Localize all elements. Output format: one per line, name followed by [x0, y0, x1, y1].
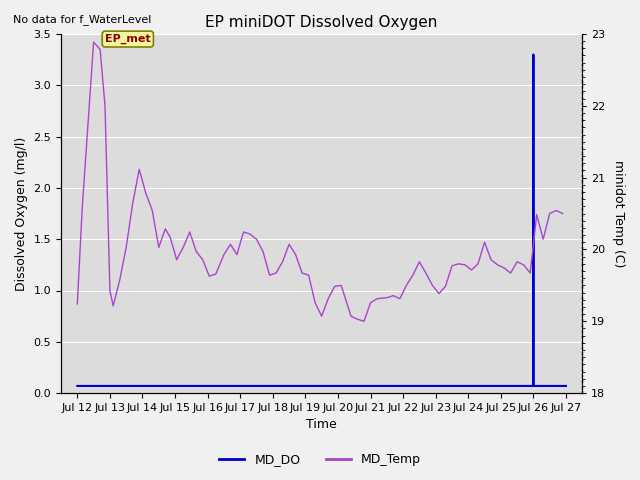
- MD_Temp: [331, 284, 339, 289]
- Y-axis label: minidot Temp (C): minidot Temp (C): [612, 160, 625, 267]
- X-axis label: Time: Time: [307, 419, 337, 432]
- Text: No data for f_WaterLevel: No data for f_WaterLevel: [13, 14, 151, 25]
- Y-axis label: Dissolved Oxygen (mg/l): Dissolved Oxygen (mg/l): [15, 136, 28, 291]
- MD_Temp: [481, 240, 488, 245]
- MD_DO: [500, 383, 508, 389]
- Legend: MD_DO, MD_Temp: MD_DO, MD_Temp: [214, 448, 426, 471]
- MD_Temp: [403, 283, 410, 288]
- MD_DO: [282, 383, 290, 389]
- MD_DO: [74, 383, 81, 389]
- Line: MD_Temp: MD_Temp: [77, 42, 563, 321]
- MD_Temp: [74, 301, 81, 307]
- MD_DO: [261, 383, 269, 389]
- MD_Temp: [122, 244, 130, 250]
- MD_Temp: [90, 39, 97, 45]
- MD_DO: [562, 383, 570, 389]
- MD_DO: [129, 383, 137, 389]
- MD_DO: [158, 383, 166, 389]
- MD_DO: [529, 51, 537, 57]
- Line: MD_DO: MD_DO: [77, 54, 566, 386]
- MD_Temp: [246, 231, 254, 237]
- MD_DO: [553, 383, 561, 389]
- MD_Temp: [415, 259, 423, 264]
- Title: EP miniDOT Dissolved Oxygen: EP miniDOT Dissolved Oxygen: [205, 15, 438, 30]
- MD_Temp: [360, 318, 368, 324]
- Text: EP_met: EP_met: [105, 34, 150, 44]
- MD_Temp: [559, 211, 566, 216]
